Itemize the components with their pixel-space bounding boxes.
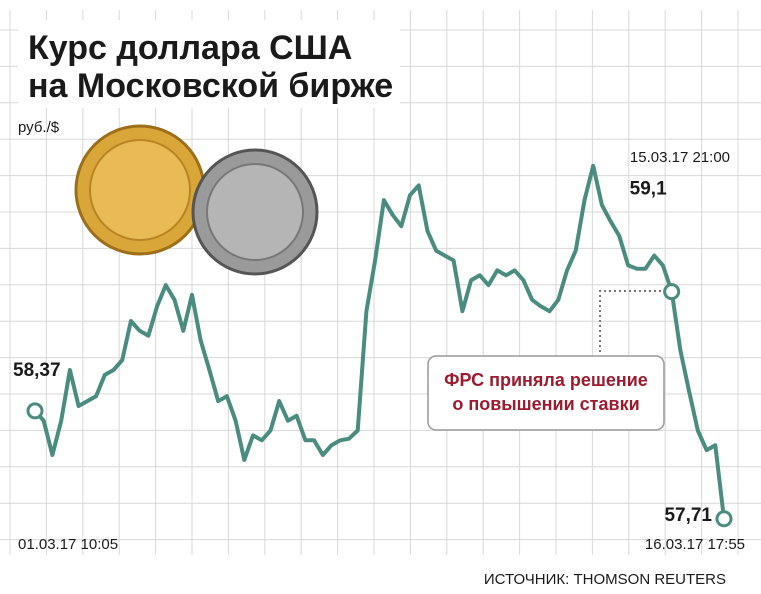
annotation-line: о повышении ставки [452,394,639,414]
x-tick-label: 16.03.17 17:55 [645,536,745,553]
x-tick-label: 01.03.17 10:05 [18,536,118,553]
title-backdrop [18,20,400,108]
chart-title: на Московской бирже [28,67,393,105]
marker [715,510,733,528]
marker [26,402,44,420]
dollar-coin-face [89,139,191,241]
coins [74,124,319,276]
value-label: 59,1 [630,179,667,200]
x-tick-label: 15.03.17 21:00 [630,149,730,166]
callout-line [599,290,671,355]
value-label: 58,37 [13,360,61,381]
annotation-line: ФРС приняла решение [444,370,648,390]
plot [33,163,726,520]
source: ИСТОЧНИК: THOMSON REUTERS [484,571,726,588]
callout-box [427,355,665,431]
value-label: 57,71 [664,505,712,526]
line [33,163,726,520]
annotation: ФРС приняла решение о повышении ставки [444,370,648,414]
ruble-coin-face [206,163,304,261]
marker [663,283,681,301]
chart-title: Курс доллара США [28,29,352,67]
y-unit: руб./$ [18,119,60,136]
